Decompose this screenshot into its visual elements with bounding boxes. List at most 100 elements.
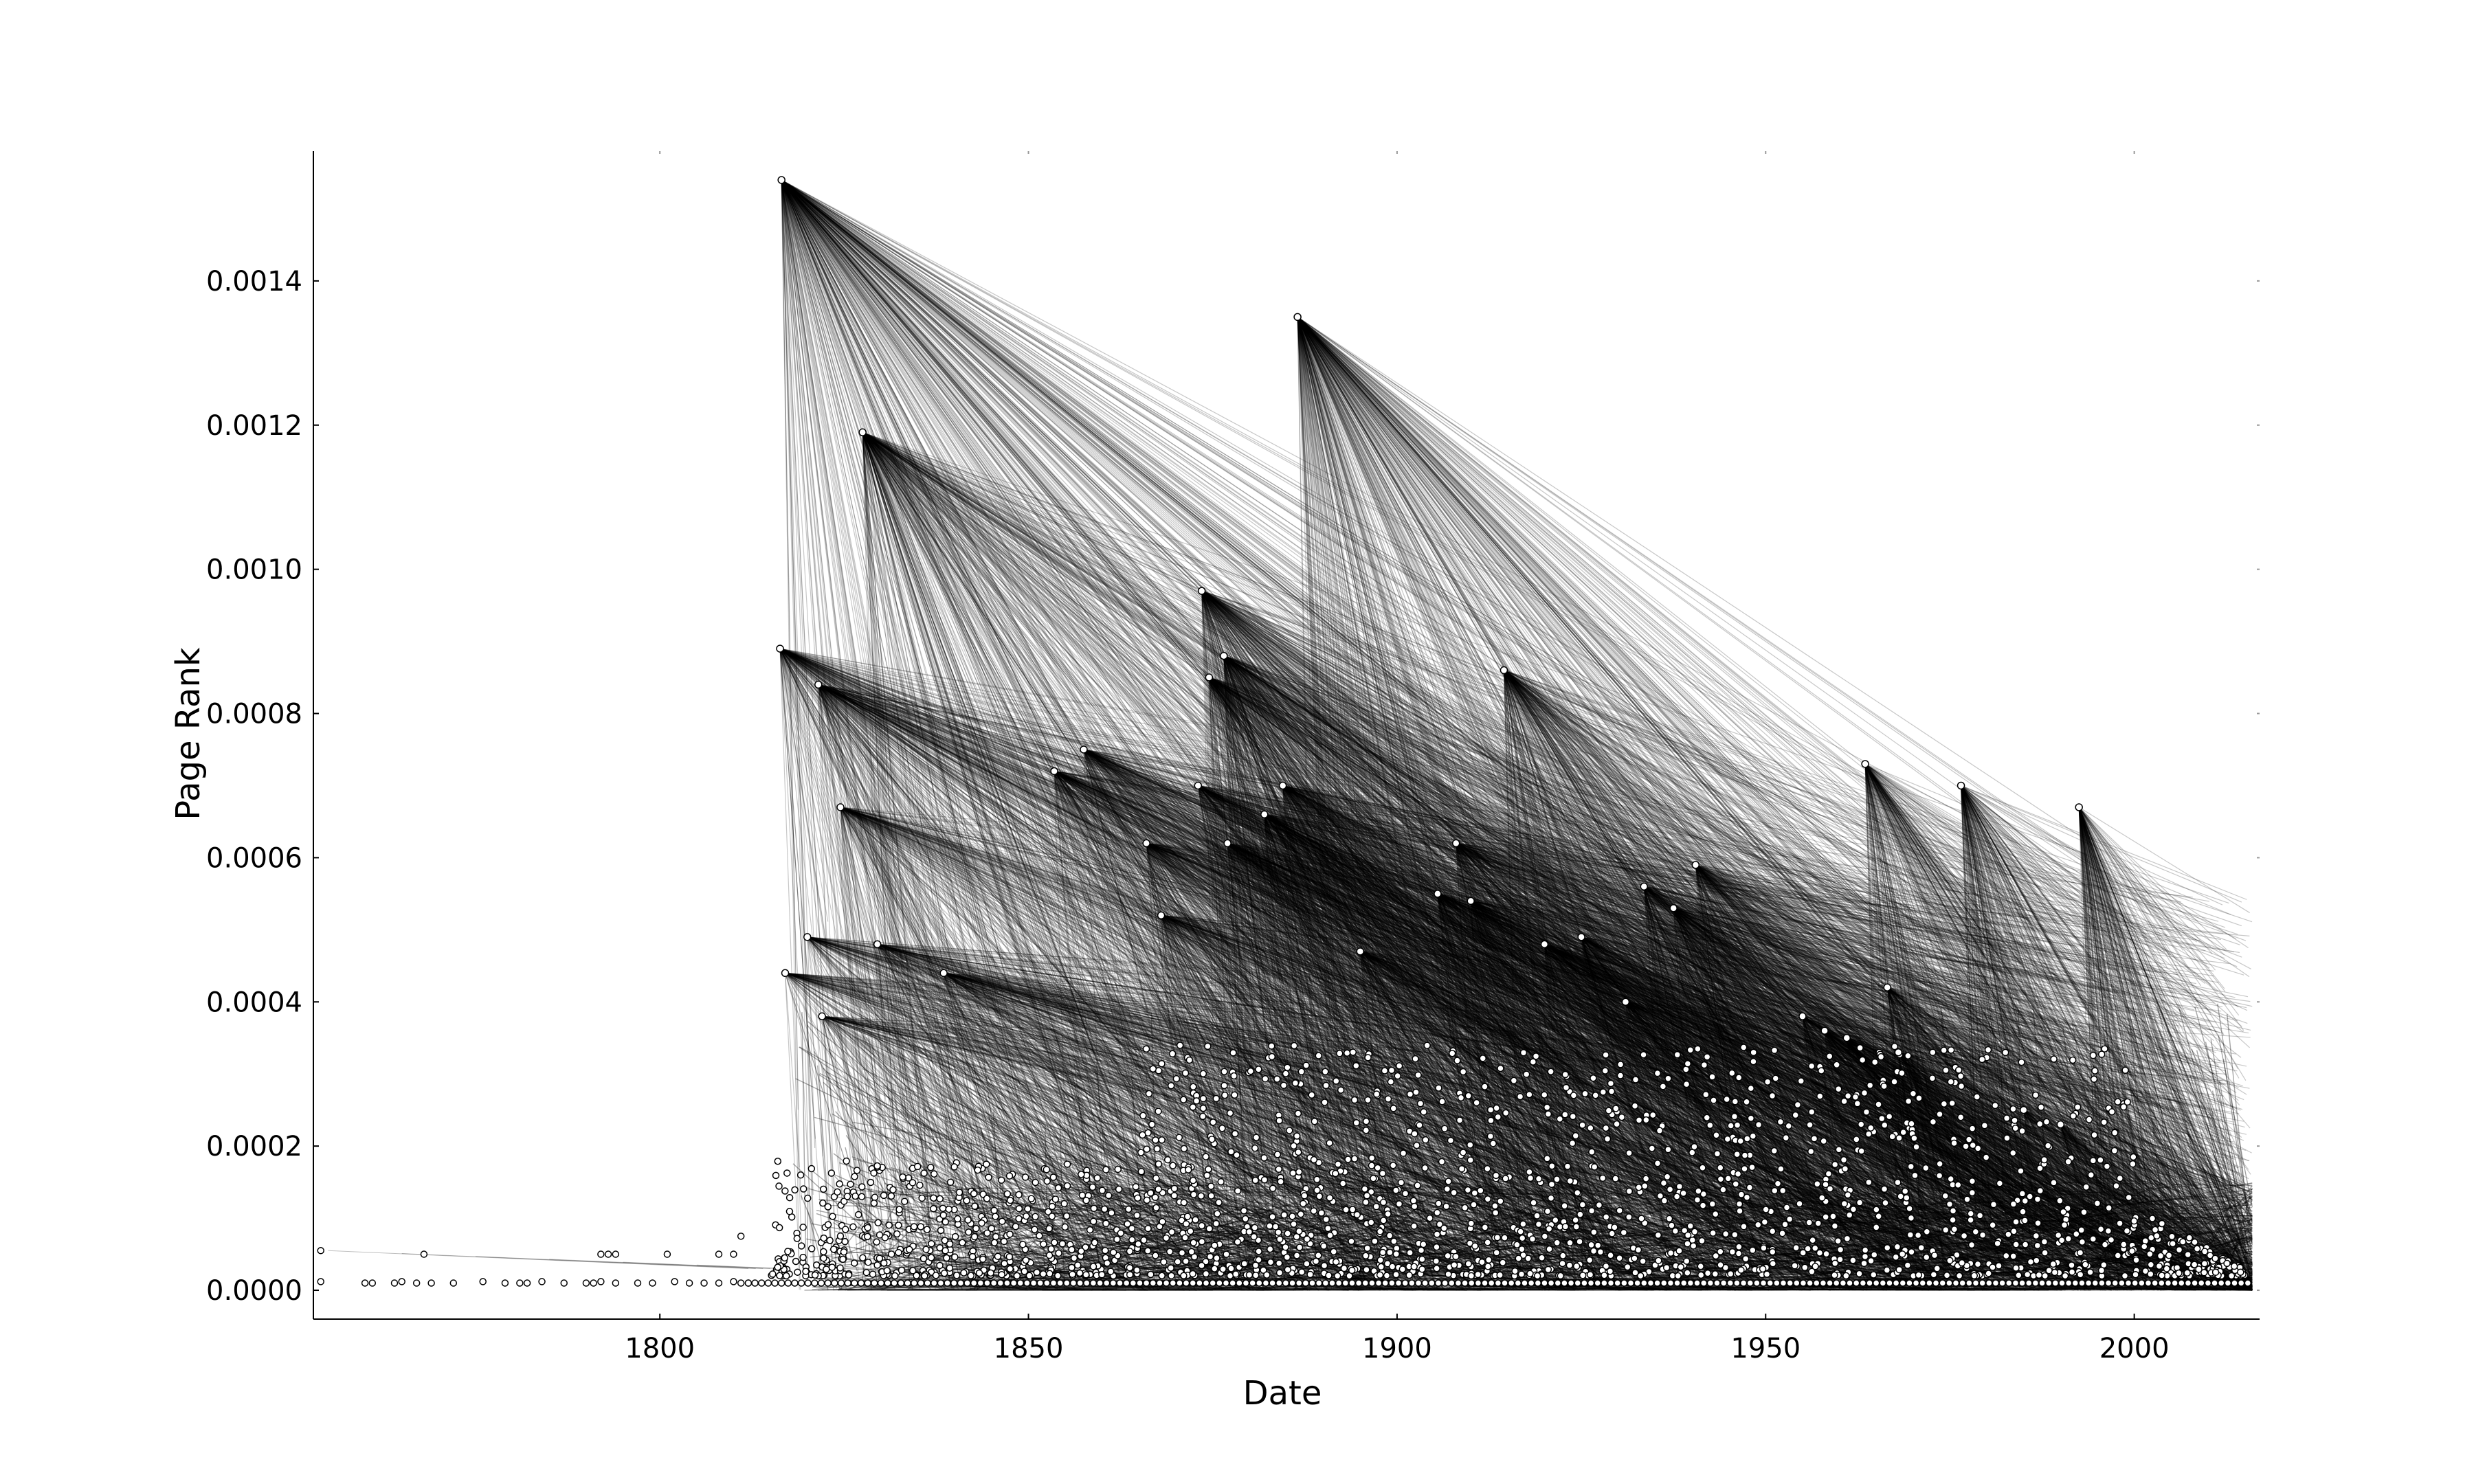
- citation-edge: [781, 179, 1257, 1187]
- citation-edge: [779, 648, 2011, 1208]
- citation-edge: [781, 179, 2134, 1156]
- citation-edge: [781, 179, 1418, 1106]
- citation-edge: [781, 179, 2010, 1253]
- citation-edge: [781, 179, 1197, 1235]
- citation-edge: [781, 179, 1067, 901]
- citation-edge: [779, 648, 1453, 1128]
- citation-edge: [781, 179, 1146, 1186]
- citation-edge: [781, 179, 2171, 1240]
- citation-edge: [779, 648, 829, 922]
- citation-edge: [781, 179, 1219, 1266]
- citation-edge: [781, 179, 1929, 1291]
- citation-edge: [781, 179, 1081, 1159]
- citation-edge: [781, 179, 1350, 1267]
- citation-edge: [781, 179, 1971, 1107]
- citation-edge: [781, 179, 1174, 1160]
- citation-edge: [779, 648, 2135, 1073]
- citation-edge: [779, 648, 1633, 958]
- citation-edge: [781, 179, 1932, 1262]
- citation-edge: [781, 179, 1227, 1071]
- citation-edge: [781, 179, 2165, 1002]
- citation-edge: [781, 179, 2149, 1288]
- citation-edge: [781, 179, 1113, 1256]
- citation-edge: [781, 179, 1462, 971]
- citation-edge: [781, 179, 1776, 1141]
- citation-edge: [779, 648, 1655, 1289]
- citation-edge: [781, 179, 1664, 1286]
- citation-edge: [781, 179, 893, 1261]
- citation-edge: [781, 179, 2128, 1278]
- citation-edge: [779, 648, 1803, 1288]
- citation-edge: [781, 179, 883, 1002]
- citation-edge: [781, 179, 950, 1268]
- citation-edge: [779, 648, 2239, 1261]
- citation-edge: [779, 648, 1541, 995]
- citation-edge: [781, 179, 873, 1211]
- citation-edge: [779, 648, 1535, 1136]
- citation-edge: [781, 179, 812, 1244]
- citation-edge: [779, 648, 977, 935]
- citation-edge: [779, 648, 1919, 1104]
- citation-edge: [779, 648, 1594, 1191]
- citation-edge: [779, 648, 2238, 1193]
- citation-edge: [779, 648, 2219, 1068]
- citation-edge: [779, 648, 1634, 1227]
- citation-edge: [781, 179, 1047, 1291]
- citation-edge: [781, 179, 1538, 1255]
- citation-edge: [779, 648, 1866, 1135]
- citation-edge: [779, 649, 843, 1199]
- citation-edge: [781, 179, 1083, 1250]
- citation-edge: [779, 649, 815, 1278]
- citation-edge: [781, 179, 1101, 923]
- citation-edge: [781, 179, 1625, 1291]
- citation-edge: [781, 179, 1795, 1291]
- citation-edge: [779, 648, 1563, 1284]
- citation-edge: [781, 179, 1906, 1219]
- citation-edge: [781, 179, 2247, 1281]
- citation-edge: [781, 179, 1877, 1288]
- citation-edge: [781, 179, 1284, 1180]
- citation-edge: [781, 179, 2099, 1043]
- citation-edge: [779, 648, 1379, 1015]
- citation-edge: [779, 648, 1766, 1259]
- citation-edge: [781, 179, 1670, 936]
- citation-edge: [781, 179, 1162, 1243]
- citation-edge: [779, 648, 2201, 1269]
- citation-edge: [779, 648, 1511, 1119]
- citation-edge: [781, 179, 1059, 1290]
- citation-edge: [781, 179, 1732, 1248]
- citation-edge: [781, 179, 932, 978]
- citation-edge: [781, 179, 1772, 1289]
- citation-edge: [781, 179, 1071, 1246]
- citation-edge: [781, 179, 1103, 1269]
- citation-edge: [779, 648, 1633, 1002]
- citation-edge: [781, 179, 1499, 1287]
- citation-edge: [781, 179, 1436, 1110]
- citation-edge: [781, 179, 816, 1270]
- citation-edge: [781, 179, 1893, 930]
- citation-edge: [781, 179, 2003, 1026]
- citation-edge: [781, 179, 1574, 1089]
- citation-edge: [779, 648, 867, 1203]
- citation-edge: [779, 648, 1392, 1091]
- citation-edge: [781, 179, 1812, 1258]
- citation-edge: [779, 648, 2209, 902]
- citation-edge: [779, 648, 2172, 1093]
- citation-edge: [781, 179, 1459, 1257]
- citation-edge: [781, 179, 2047, 921]
- citation-edge: [779, 648, 1736, 1278]
- citation-edge: [781, 179, 2004, 1048]
- citation-edge: [779, 648, 1032, 1064]
- citation-edge: [781, 179, 995, 1291]
- citation-edge: [781, 179, 896, 1261]
- citation-edge: [781, 179, 1769, 1208]
- citation-edge: [781, 179, 1461, 1250]
- citation-edge: [779, 648, 974, 1057]
- citation-edge: [781, 179, 1383, 1240]
- citation-edge: [781, 179, 1237, 1290]
- citation-edge: [781, 179, 2110, 1226]
- citation-edge: [779, 648, 2182, 903]
- citation-edge: [779, 648, 1825, 1257]
- citation-edge: [781, 179, 1726, 946]
- citation-edge: [781, 179, 1259, 1176]
